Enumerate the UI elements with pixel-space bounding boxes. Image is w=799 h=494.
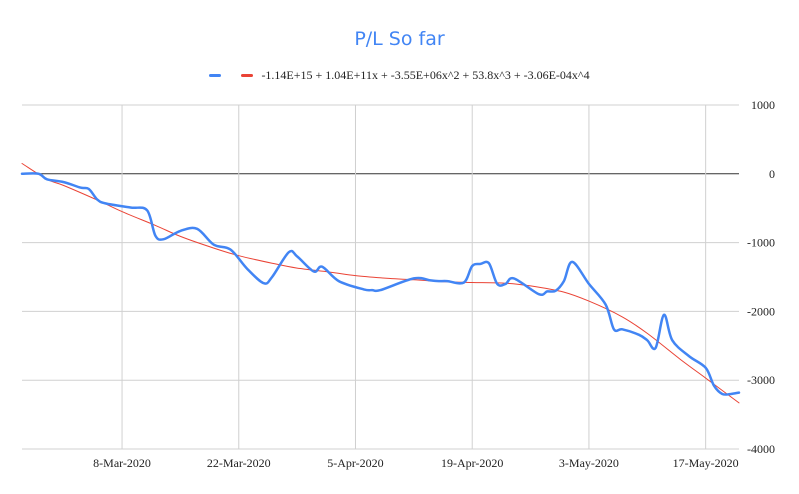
y-axis-labels: 1000 0 -1000 -2000 -3000 -4000 [747, 98, 775, 456]
y-tick-label: -1000 [747, 236, 775, 250]
y-tick-label: -3000 [747, 373, 775, 387]
x-tick-label: 19-Apr-2020 [441, 456, 503, 470]
y-tick-label: -2000 [747, 304, 775, 318]
legend-swatch-series-2 [241, 73, 254, 77]
series-line-trendline [21, 163, 740, 404]
series-lines [20, 163, 741, 404]
x-tick-label: 17-May-2020 [673, 456, 739, 470]
x-axis-labels: 8-Mar-2020 22-Mar-2020 5-Apr-2020 19-Apr-20… [93, 456, 738, 470]
legend-label-trendline: -1.14E+15 + 1.04E+11x + -3.55E+06x^2 + 5… [261, 67, 590, 82]
x-tick-label: 22-Mar-2020 [207, 456, 271, 470]
y-tick-label: 1000 [751, 98, 775, 112]
x-tick-label: 3-May-2020 [559, 456, 619, 470]
y-tick-label: 0 [769, 167, 775, 181]
x-tick-label: 5-Apr-2020 [327, 456, 383, 470]
legend-swatch-series-1 [209, 73, 222, 77]
chart-title: P/L So far [354, 28, 445, 50]
y-tick-label: -4000 [747, 442, 775, 456]
grid-lines [22, 104, 739, 450]
series-line-pl [20, 172, 741, 396]
x-tick-label: 8-Mar-2020 [93, 456, 151, 470]
legend: -1.14E+15 + 1.04E+11x + -3.55E+06x^2 + 5… [0, 67, 799, 83]
